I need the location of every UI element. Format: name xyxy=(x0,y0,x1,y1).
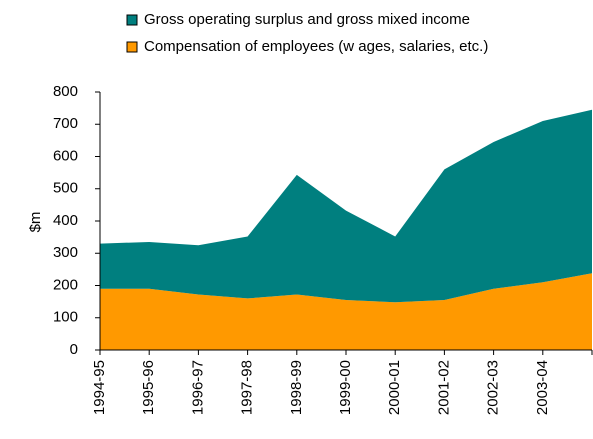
x-tick-label: 2003-04 xyxy=(534,360,551,415)
x-tick-label: 1997-98 xyxy=(239,360,256,415)
y-tick-label: 300 xyxy=(53,244,78,261)
x-tick-label: 2002-03 xyxy=(485,360,502,415)
legend-label: Gross operating surplus and gross mixed … xyxy=(144,11,470,28)
area xyxy=(100,273,592,350)
legend-label: Compensation of employees (w ages, salar… xyxy=(144,38,488,55)
y-tick-label: 500 xyxy=(53,180,78,197)
x-tick-label: 1994-95 xyxy=(91,360,108,415)
x-tick-label: 2001-02 xyxy=(435,360,452,415)
x-tick-label: 1996-97 xyxy=(189,360,206,415)
x-tick-label: 2000-01 xyxy=(386,360,403,415)
y-tick-label: 600 xyxy=(53,147,78,164)
y-tick-label: 800 xyxy=(53,83,78,100)
y-axis-label: $m xyxy=(27,212,44,233)
y-tick-label: 200 xyxy=(53,276,78,293)
x-tick-label: 1998-99 xyxy=(288,360,305,415)
x-tick-label: 1999-00 xyxy=(337,360,354,415)
area xyxy=(100,109,592,303)
y-tick-label: 100 xyxy=(53,309,78,326)
y-tick-label: 700 xyxy=(53,115,78,132)
y-tick-label: 0 xyxy=(70,341,78,358)
x-tick-label: 1995-96 xyxy=(140,360,157,415)
legend-swatch xyxy=(126,41,138,53)
legend-swatch xyxy=(126,14,138,26)
y-tick-label: 400 xyxy=(53,212,78,229)
